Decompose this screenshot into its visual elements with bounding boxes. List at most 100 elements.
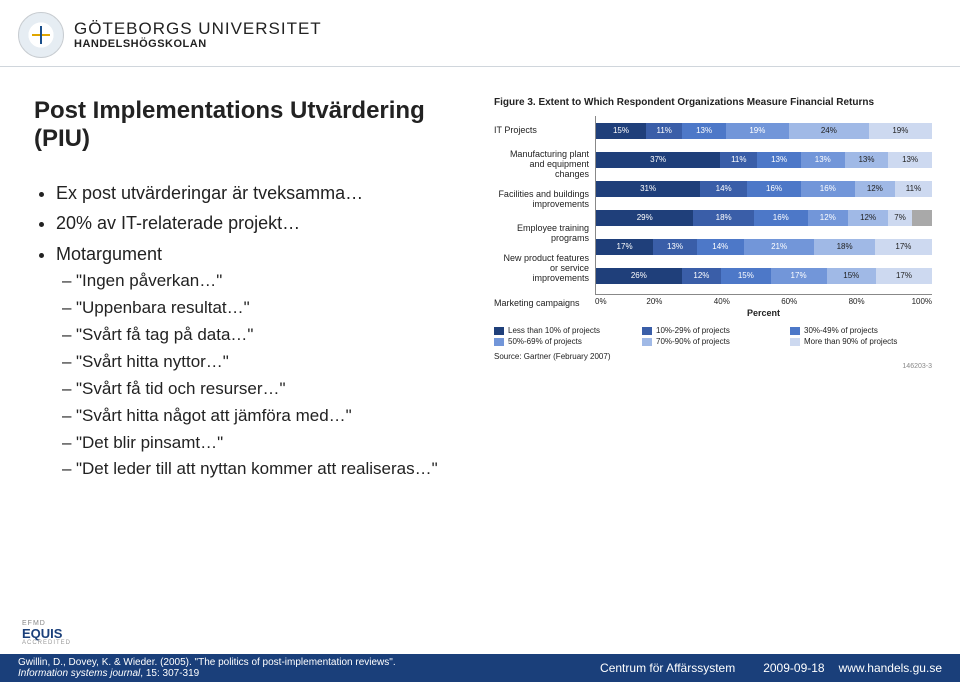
university-name-block: GÖTEBORGS UNIVERSITET HANDELSHÖGSKOLAN <box>74 19 322 51</box>
legend-swatch-icon <box>494 338 504 346</box>
chart-segment-na <box>912 210 932 226</box>
bullet-item: 20% av IT-relaterade projekt… <box>56 211 474 235</box>
slide-header: GÖTEBORGS UNIVERSITET HANDELSHÖGSKOLAN <box>0 0 960 67</box>
chart-segment: 19% <box>726 123 789 139</box>
sub-bullet-item: "Det blir pinsamt…" <box>62 432 474 455</box>
chart-id: 146203-3 <box>494 363 932 370</box>
chart-caption: Figure 3. Extent to Which Respondent Org… <box>494 97 932 108</box>
chart-segment: 12% <box>855 181 895 197</box>
legend-item: 30%-49% of projects <box>790 326 932 335</box>
legend-label: 30%-49% of projects <box>804 326 878 335</box>
slide-title: Post Implementations Utvärdering (PIU) <box>34 97 474 153</box>
legend-item: More than 90% of projects <box>790 337 932 346</box>
legend-swatch-icon <box>790 327 800 335</box>
sub-bullet-item: "Ingen påverkan…" <box>62 270 474 293</box>
chart-x-axis: 0%20%40%60%80%100% <box>595 297 932 306</box>
sub-bullet-item: "Svårt hitta något att jämföra med…" <box>62 405 474 428</box>
chart-segment: 12% <box>682 268 722 284</box>
slide-text-column: Post Implementations Utvärdering (PIU) E… <box>34 97 474 487</box>
chart-bar-row: 31%14%16%16%12%11% <box>596 174 932 203</box>
chart-category-label: Employee training programs <box>494 220 589 249</box>
slide-footer: Gwillin, D., Dovey, K. & Wieder. (2005).… <box>0 654 960 682</box>
legend-swatch-icon <box>642 327 652 335</box>
chart-bar-row: 29%18%16%12%12%7% <box>596 203 932 232</box>
chart-segment: 15% <box>596 123 646 139</box>
footer-url: www.handels.gu.se <box>839 661 942 675</box>
chart-segment: 17% <box>771 268 827 284</box>
university-name: GÖTEBORGS UNIVERSITET <box>74 19 322 39</box>
chart-segment: 26% <box>596 268 682 284</box>
chart-segment: 13% <box>801 152 845 168</box>
legend-item: 10%-29% of projects <box>642 326 784 335</box>
footer-date: 2009-09-18 <box>749 661 838 675</box>
chart-segment: 13% <box>682 123 725 139</box>
chart-segment: 31% <box>596 181 700 197</box>
chart-x-label: Percent <box>595 308 932 318</box>
citation-pages: , 15: 307-319 <box>140 668 199 679</box>
chart-segment: 13% <box>653 239 697 255</box>
legend-item: 50%-69% of projects <box>494 337 636 346</box>
bullet-item-label: Motargument <box>56 244 162 264</box>
chart-category-label: IT Projects <box>494 116 589 145</box>
chart-segment: 17% <box>596 239 653 255</box>
bullet-list: Ex post utvärderingar är tveksamma… 20% … <box>34 181 474 481</box>
chart-category-label: Facilities and buildings improvements <box>494 185 589 214</box>
chart-category-label: Marketing campaigns <box>494 289 589 318</box>
chart-bar-row: 26%12%15%17%15%17% <box>596 261 932 290</box>
legend-label: 70%-90% of projects <box>656 337 730 346</box>
legend-label: 50%-69% of projects <box>508 337 582 346</box>
chart-segment: 29% <box>596 210 693 226</box>
chart-source: Source: Gartner (February 2007) <box>494 352 932 361</box>
legend-label: Less than 10% of projects <box>508 326 600 335</box>
sub-bullet-list: "Ingen påverkan…" "Uppenbara resultat…" … <box>56 270 474 482</box>
chart-segment: 14% <box>700 181 747 197</box>
legend-item: 70%-90% of projects <box>642 337 784 346</box>
chart-segment: 7% <box>888 210 912 226</box>
legend-swatch-icon <box>494 327 504 335</box>
sub-bullet-item: "Svårt få tag på data…" <box>62 324 474 347</box>
chart-segment: 24% <box>789 123 869 139</box>
school-name: HANDELSHÖGSKOLAN <box>74 38 322 51</box>
chart-category-label: New product features or service improvem… <box>494 254 589 283</box>
accreditation-badge: EFMD EQUIS ACCREDITED <box>22 620 71 646</box>
chart-segment: 17% <box>875 239 932 255</box>
chart-x-tick: 60% <box>730 297 797 306</box>
equis-label: EQUIS <box>22 627 71 640</box>
chart-segment: 13% <box>888 152 932 168</box>
accredited-label: ACCREDITED <box>22 640 71 646</box>
university-seal-icon <box>18 12 64 58</box>
chart-segment: 11% <box>646 123 683 139</box>
footer-center: Centrum för Affärssystem <box>586 661 749 675</box>
chart-segment: 13% <box>757 152 801 168</box>
chart-x-tick: 100% <box>865 297 932 306</box>
chart-segment: 16% <box>754 210 808 226</box>
chart-segment: 15% <box>721 268 770 284</box>
legend-label: 10%-29% of projects <box>656 326 730 335</box>
chart-bar-row: 37%11%13%13%13%13% <box>596 145 932 174</box>
chart-segment: 12% <box>808 210 848 226</box>
chart-x-tick: 80% <box>797 297 864 306</box>
chart-bar-row: 17%13%14%21%18%17% <box>596 232 932 261</box>
sub-bullet-item: "Svårt få tid och resurser…" <box>62 378 474 401</box>
chart-segment: 19% <box>869 123 932 139</box>
chart-segment: 16% <box>801 181 855 197</box>
chart-legend: Less than 10% of projects 10%-29% of proj… <box>494 326 932 346</box>
chart-y-labels: IT ProjectsManufacturing plant and equip… <box>494 116 595 318</box>
legend-label: More than 90% of projects <box>804 337 897 346</box>
chart-segment: 37% <box>596 152 720 168</box>
chart-segment: 14% <box>697 239 744 255</box>
chart-x-tick: 40% <box>662 297 729 306</box>
legend-swatch-icon <box>642 338 652 346</box>
legend-item: Less than 10% of projects <box>494 326 636 335</box>
citation-journal: Information systems journal <box>18 668 140 679</box>
bullet-item: Ex post utvärderingar är tveksamma… <box>56 181 474 205</box>
legend-swatch-icon <box>790 338 800 346</box>
chart-segment: 18% <box>814 239 874 255</box>
chart-bar-row: 15%11%13%19%24%19% <box>596 116 932 145</box>
chart-panel: Figure 3. Extent to Which Respondent Org… <box>494 97 932 487</box>
chart-x-tick: 20% <box>595 297 662 306</box>
chart-segment: 12% <box>848 210 888 226</box>
sub-bullet-item: "Det leder till att nyttan kommer att re… <box>62 458 474 481</box>
bullet-item: Motargument "Ingen påverkan…" "Uppenbara… <box>56 242 474 482</box>
chart-area: IT ProjectsManufacturing plant and equip… <box>494 116 932 318</box>
